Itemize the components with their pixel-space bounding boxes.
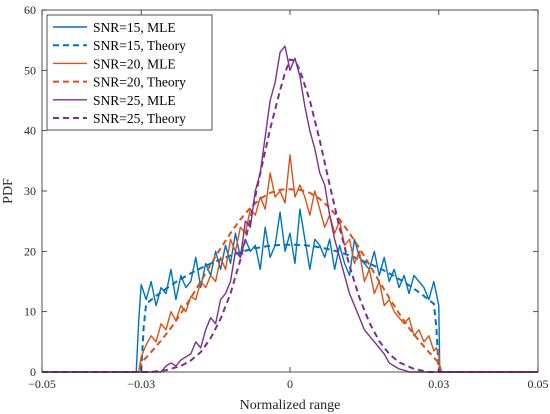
y-tick-label: 10 [24, 305, 36, 319]
x-ticks: −0.05 −0.03 0 0.03 0.05 [28, 10, 549, 391]
x-tick-label: 0.05 [528, 377, 549, 391]
series-line-1 [42, 243, 538, 373]
legend-label-2: SNR=20, MLE [93, 56, 176, 71]
x-tick-label: −0.03 [127, 377, 155, 391]
y-tick-label: 30 [24, 184, 36, 198]
x-tick-label: −0.05 [28, 377, 56, 391]
y-tick-label: 50 [24, 63, 36, 77]
x-tick-label: 0 [287, 377, 293, 391]
series-line-3 [42, 188, 538, 373]
x-axis-label: Normalized range [240, 398, 341, 413]
y-tick-label: 0 [30, 365, 36, 379]
legend-label-0: SNR=15, MLE [93, 20, 176, 35]
legend-label-1: SNR=15, Theory [93, 38, 186, 53]
x-tick-label: 0.03 [428, 377, 449, 391]
legend-entries: SNR=15, MLE SNR=15, Theory SNR=20, MLE SNR=… [53, 20, 186, 126]
series-line-0 [42, 208, 538, 373]
y-axis-label: PDF [1, 178, 16, 204]
y-ticks: 0 10 20 30 40 50 60 [24, 3, 538, 379]
legend-box [46, 14, 213, 131]
legend-label-3: SNR=20, Theory [93, 75, 186, 90]
y-tick-label: 20 [24, 244, 36, 258]
legend-label-5: SNR=25, Theory [93, 111, 186, 126]
legend: SNR=15, MLE SNR=15, Theory SNR=20, MLE SNR=… [46, 14, 213, 131]
series-line-5 [42, 58, 538, 373]
series-line-2 [42, 154, 538, 373]
y-tick-label: 60 [24, 3, 36, 17]
series-layer [42, 45, 538, 373]
y-tick-label: 40 [24, 124, 36, 138]
series-line-4 [42, 45, 538, 373]
legend-label-4: SNR=25, MLE [93, 93, 176, 108]
